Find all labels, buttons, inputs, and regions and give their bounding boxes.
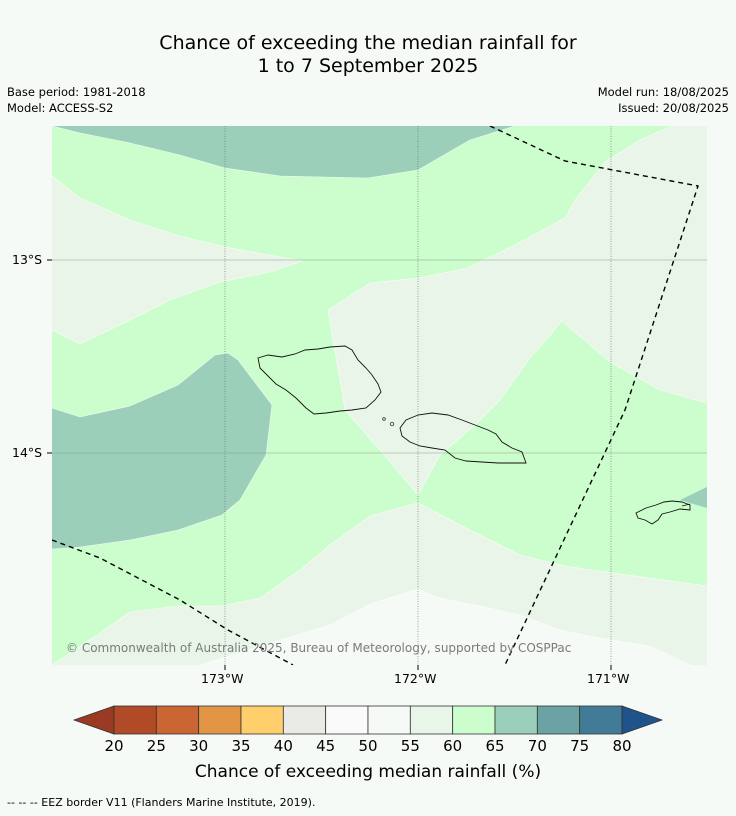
lat-gridlines: [52, 259, 707, 454]
zone-65-70-west: [52, 353, 272, 549]
colorbar-tick-label: 20: [104, 737, 124, 755]
colorbar-bin: [494, 705, 538, 735]
lon-label-173w: 173°W: [201, 671, 244, 686]
colorbar-tick-label: 30: [189, 737, 209, 755]
lon-label-171w: 171°W: [587, 671, 630, 686]
colorbar-tick-label: 65: [485, 737, 505, 755]
savaii-island: [257, 345, 382, 415]
colorbar-bin: [409, 705, 454, 735]
colorbar-bin: [155, 705, 200, 735]
colorbar-tick-label: 70: [527, 737, 547, 755]
colorbar-bin: [579, 705, 623, 735]
colorbar-tick-label: 45: [316, 737, 336, 755]
tutuila-tip: [681, 503, 691, 507]
colorbar-title: Chance of exceeding median rainfall (%): [194, 762, 542, 782]
meta-left: Base period: 1981-2018 Model: ACCESS-S2: [7, 84, 146, 116]
colorbar: [72, 705, 664, 735]
copyright-notice: © Commonwealth of Australia 2025, Bureau…: [66, 641, 572, 655]
colorbar-tick-label: 80: [612, 737, 632, 755]
eez-border-north: [489, 126, 699, 665]
meta-right: Model run: 18/08/2025 Issued: 20/08/2025: [598, 84, 729, 116]
colorbar-bin: [325, 705, 369, 735]
colorbar-bin: [198, 705, 242, 735]
colorbar-bin: [282, 705, 327, 735]
lat-label-13s: 13°S: [12, 252, 43, 267]
model-run: Model run: 18/08/2025: [597, 85, 729, 99]
zone-55-60-east: [328, 126, 707, 495]
lat-label-14s: 14°S: [12, 445, 43, 460]
colorbar-over-arrow: [621, 705, 664, 735]
colorbar-tick-label: 35: [231, 737, 251, 755]
upolu-island: [399, 412, 527, 464]
manono-island: [382, 417, 386, 421]
map-title-line2: 1 to 7 September 2025: [257, 55, 479, 77]
map-title-line1: Chance of exceeding the median rainfall …: [159, 32, 577, 54]
colorbar-tick-label: 40: [273, 737, 293, 755]
base-period: Base period: 1981-2018: [7, 85, 146, 99]
colorbar-tick-label: 50: [358, 737, 378, 755]
colorbar-tick-label: 60: [443, 737, 463, 755]
zone-50-55-south: [200, 589, 690, 665]
colorbar-bin: [113, 705, 157, 735]
colorbar-bin: [367, 705, 411, 735]
colorbar-tick-label: 25: [146, 737, 166, 755]
colorbar-under-arrow: [72, 705, 115, 735]
apolima-island: [389, 421, 395, 427]
colorbar-tick-label: 75: [570, 737, 590, 755]
zone-65-70-north: [52, 126, 515, 178]
zone-65-70-east: [680, 487, 707, 508]
tutuila-island: [635, 500, 691, 525]
axis-ticks: [47, 259, 612, 670]
model-name: Model: ACCESS-S2: [7, 101, 114, 115]
colorbar-bin: [536, 705, 581, 735]
colorbar-bin: [452, 705, 496, 735]
probability-shading: [52, 126, 707, 665]
issued-date: Issued: 20/08/2025: [618, 101, 729, 115]
lon-label-172w: 172°W: [394, 671, 437, 686]
eez-legend-footer: -- -- -- EEZ border V11 (Flanders Marine…: [7, 796, 316, 809]
colorbar-bin: [240, 705, 284, 735]
colorbar-tick-label: 55: [400, 737, 420, 755]
